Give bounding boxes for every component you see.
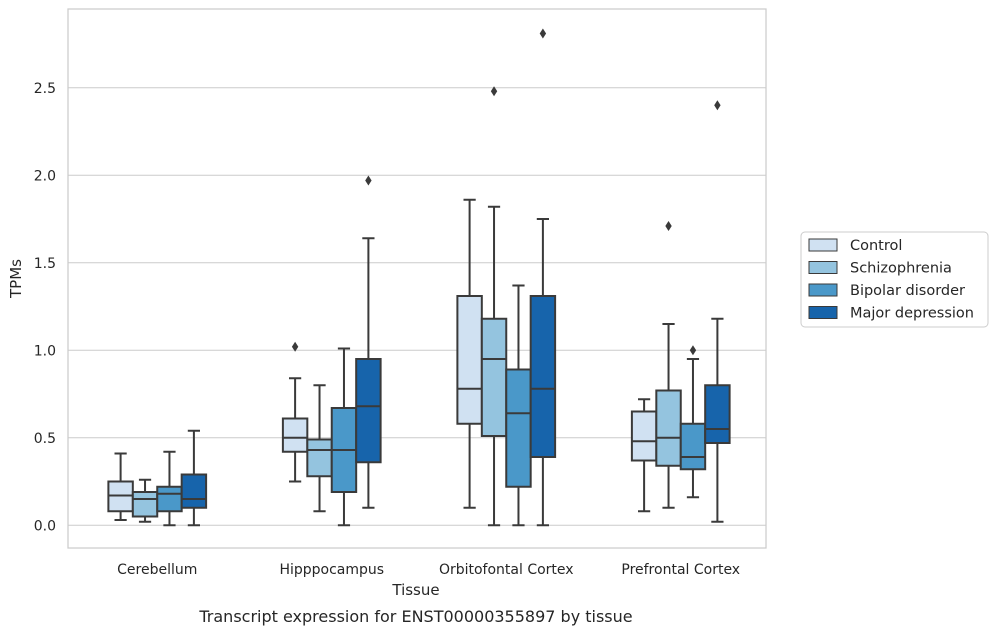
outlier-point (291, 341, 299, 352)
iqr-box (529, 295, 557, 458)
outlier-point (490, 86, 498, 97)
legend-swatch (808, 261, 838, 274)
box-schizophrenia (655, 221, 682, 509)
x-tick-label: Cerebellum (117, 562, 197, 578)
y-tick-label: 0.0 (34, 518, 56, 534)
x-tick-label: Orbitofontal Cortex (439, 562, 574, 578)
outlier-point (689, 345, 697, 356)
iqr-box (131, 491, 159, 518)
box-schizophrenia (131, 478, 159, 523)
iqr-box (281, 417, 309, 453)
iqr-box (456, 295, 483, 425)
iqr-box (704, 384, 731, 444)
legend-label: Bipolar disorder (850, 283, 965, 299)
box-bipolar-disorder (679, 345, 707, 499)
box-control (281, 341, 309, 483)
iqr-box (655, 389, 682, 467)
legend-frame (800, 231, 989, 328)
iqr-box (679, 422, 707, 471)
box-bipolar-disorder (156, 450, 183, 527)
legend-label: Schizophrenia (850, 261, 952, 277)
box-control (107, 452, 134, 521)
box-major-depression (355, 175, 382, 509)
legend-label: Major depression (850, 306, 974, 322)
box-control (630, 398, 658, 513)
y-tick-label: 1.0 (34, 343, 56, 359)
iqr-box (180, 473, 208, 509)
box-control (456, 198, 483, 509)
box-bipolar-disorder (505, 284, 532, 527)
chart-caption: Transcript expression for ENST0000035589… (198, 607, 632, 626)
iqr-box (505, 368, 532, 488)
box-major-depression (180, 429, 208, 527)
y-axis-label: TPMs (7, 259, 25, 299)
grid-lines (68, 87, 766, 526)
legend-swatch (808, 283, 838, 297)
y-tick-label: 2.0 (34, 168, 56, 184)
x-tick-label: Hipppocampus (279, 562, 384, 578)
box-schizophrenia (480, 86, 508, 527)
iqr-box (355, 358, 382, 464)
outlier-point (665, 221, 672, 231)
y-tick-labels: 0.0 0.5 1.0 1.5 2.0 2.5 (34, 81, 56, 535)
outlier-point (714, 100, 721, 111)
plot-frame (67, 8, 767, 549)
y-tick-label: 1.5 (34, 256, 56, 272)
box-major-depression (529, 28, 557, 527)
box-major-depression (704, 100, 731, 523)
iqr-box (156, 485, 183, 513)
boxes (107, 28, 731, 527)
legend-swatch (808, 306, 838, 319)
legend-label: Control (850, 238, 902, 254)
y-tick-label: 0.5 (34, 431, 56, 447)
iqr-box (630, 410, 658, 462)
outlier-point (539, 28, 547, 39)
iqr-box (306, 438, 333, 478)
box-schizophrenia (306, 384, 333, 513)
outlier-point (365, 175, 372, 186)
iqr-box (480, 317, 508, 437)
x-tick-label: Prefrontal Cortex (621, 562, 740, 578)
legend: Control Schizophrenia Bipolar disorder Majo… (800, 231, 989, 328)
y-tick-label: 2.5 (34, 81, 56, 97)
x-tick-labels: Cerebellum Hipppocampus Orbitofontal Corte… (117, 562, 740, 578)
legend-swatch (808, 238, 838, 252)
box-bipolar-disorder (330, 347, 358, 527)
x-axis-label: Tissue (391, 581, 439, 599)
